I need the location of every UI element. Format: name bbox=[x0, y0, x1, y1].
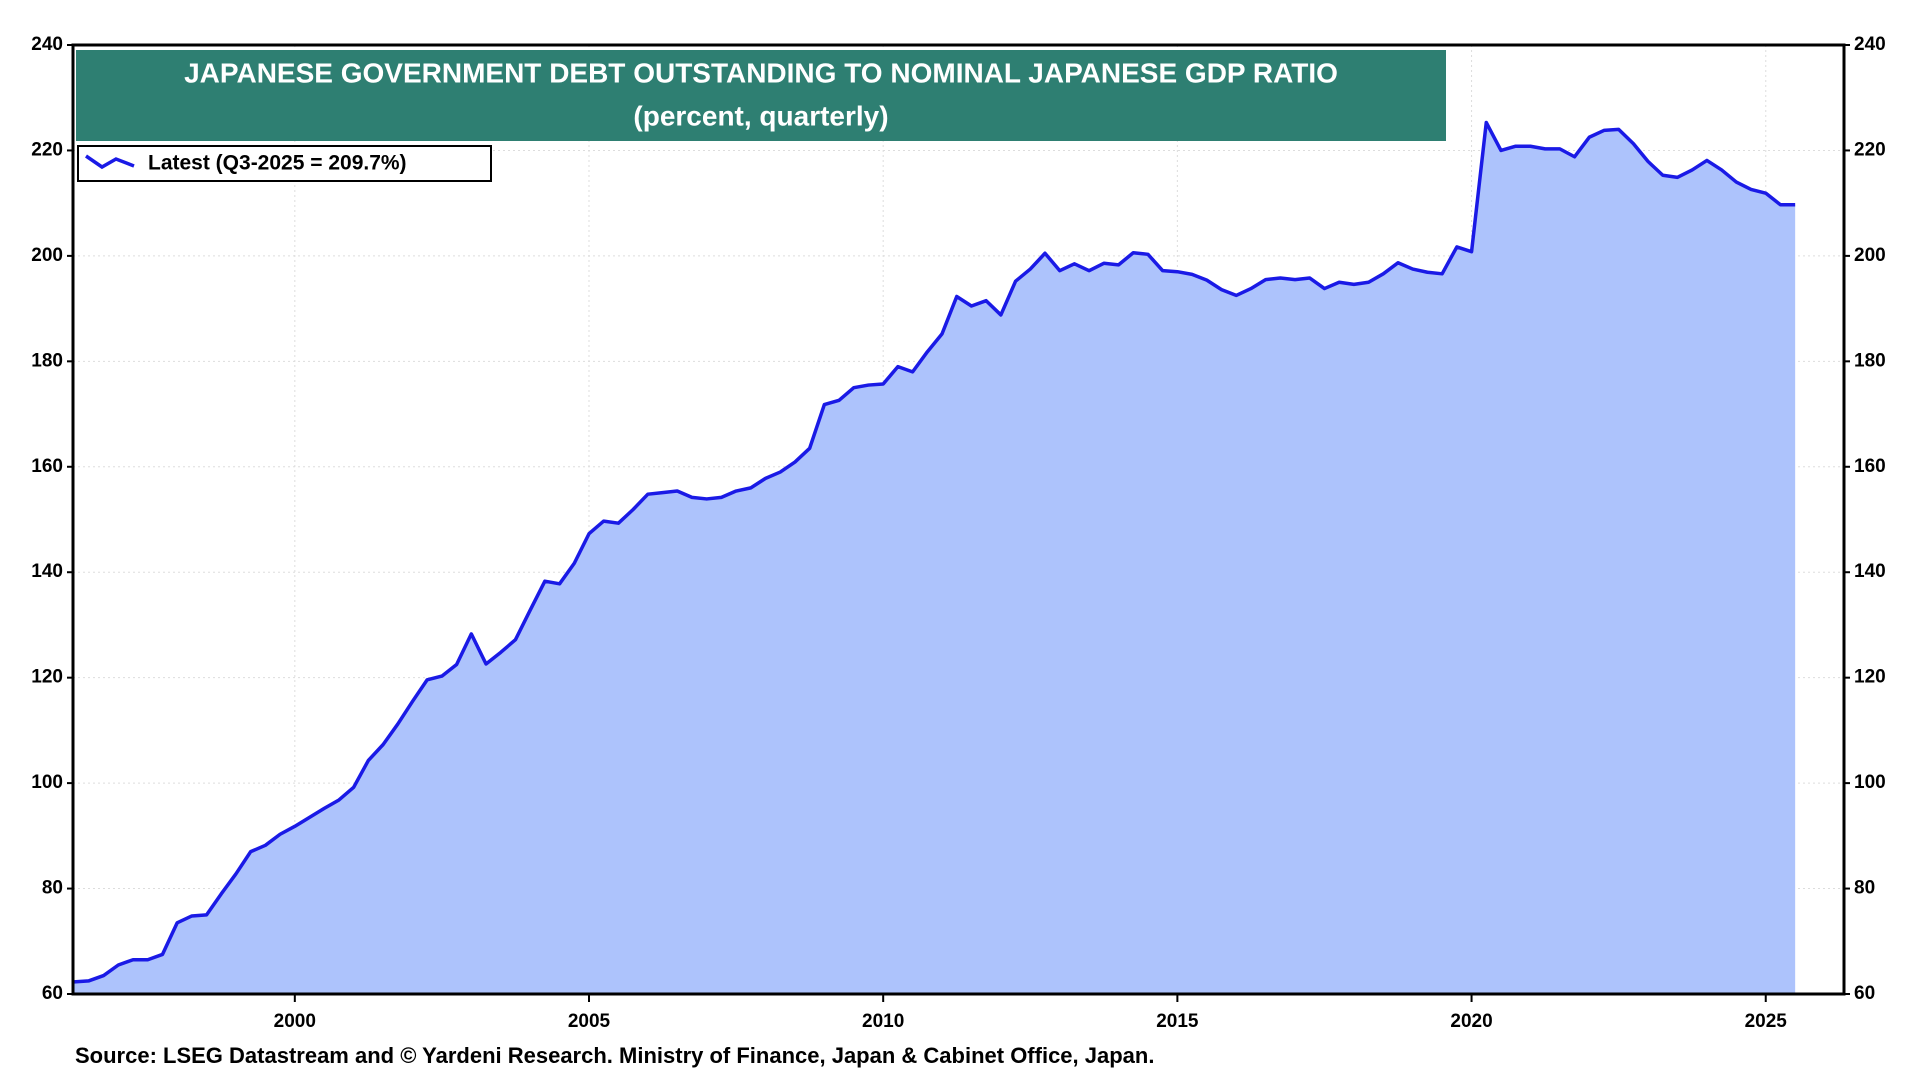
line bbox=[74, 120, 1796, 984]
y2-tick-label: 220 bbox=[1854, 139, 1886, 160]
legend-label: Latest (Q3-2025 = 209.7%) bbox=[148, 152, 407, 175]
chart-subtitle: (percent, quarterly) bbox=[633, 100, 888, 131]
chart-title: JAPANESE GOVERNMENT DEBT OUTSTANDING TO … bbox=[184, 57, 1338, 88]
x-tick-label: 2000 bbox=[274, 1011, 316, 1032]
y2-tick-label: 160 bbox=[1854, 456, 1886, 477]
y-tick-label: 220 bbox=[31, 139, 63, 160]
y2-tick-label: 180 bbox=[1854, 350, 1886, 371]
x-tick-label: 2010 bbox=[862, 1011, 904, 1032]
x-tick-label: 2025 bbox=[1745, 1011, 1788, 1032]
x-tick-label: 2005 bbox=[568, 1011, 611, 1032]
y-tick-label: 140 bbox=[31, 561, 63, 582]
y-tick-label: 180 bbox=[31, 350, 63, 371]
y-tick-label: 80 bbox=[42, 878, 63, 899]
title-box bbox=[76, 50, 1446, 141]
y2-tick-label: 80 bbox=[1854, 878, 1875, 899]
y-tick-label: 100 bbox=[31, 772, 63, 793]
legend-box bbox=[77, 145, 492, 182]
area bbox=[74, 122, 1796, 995]
y-tick-label: 120 bbox=[31, 667, 63, 688]
y2-tick-label: 100 bbox=[1854, 772, 1886, 793]
y2-tick-label: 200 bbox=[1854, 245, 1886, 266]
y-tick-label: 200 bbox=[31, 245, 63, 266]
y2-tick-label: 240 bbox=[1854, 34, 1886, 55]
legend-swatch bbox=[85, 154, 135, 170]
y-tick-label: 240 bbox=[31, 34, 63, 55]
y-tick-label: 160 bbox=[31, 456, 63, 477]
y2-tick-label: 140 bbox=[1854, 561, 1886, 582]
source-note: Source: LSEG Datastream and © Yardeni Re… bbox=[75, 1043, 1154, 1068]
x-tick-label: 2015 bbox=[1156, 1011, 1199, 1032]
y2-tick-label: 60 bbox=[1854, 983, 1875, 1004]
y-tick-label: 60 bbox=[42, 983, 63, 1004]
x-tick-label: 2020 bbox=[1450, 1011, 1492, 1032]
plot-frame bbox=[71, 43, 1846, 996]
y2-tick-label: 120 bbox=[1854, 667, 1886, 688]
